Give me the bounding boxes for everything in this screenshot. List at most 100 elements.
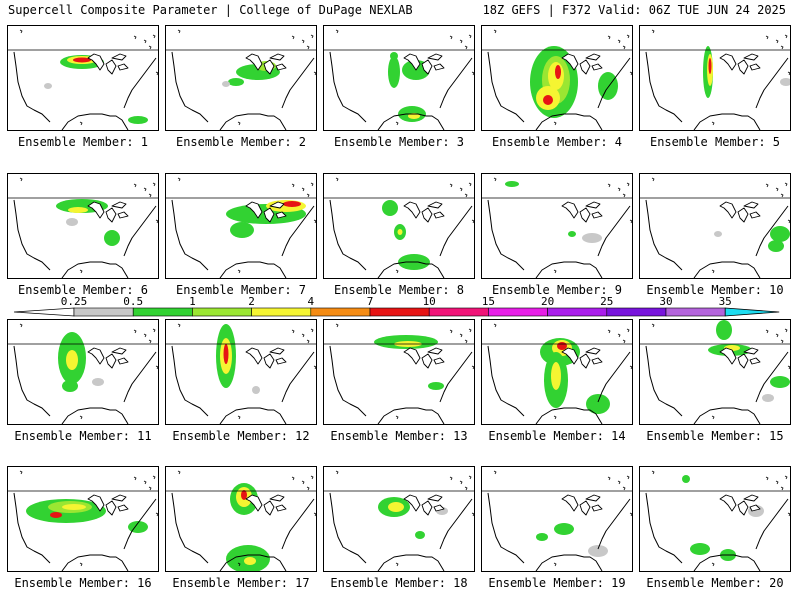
island-outline	[787, 71, 790, 76]
ensemble-member-label: Ensemble Member: 8	[333, 283, 465, 297]
island-outline	[19, 323, 23, 328]
coastline	[171, 492, 315, 571]
island-outline	[79, 415, 83, 420]
island-outline	[629, 512, 632, 517]
scp-contour	[62, 380, 78, 392]
ensemble-map-panel	[165, 319, 317, 425]
island-outline	[133, 183, 137, 188]
island-outline	[553, 415, 557, 420]
island-outline	[313, 512, 316, 517]
great-lakes	[245, 494, 287, 516]
island-outline	[395, 121, 399, 126]
ensemble-member-label: Ensemble Member: 5	[649, 135, 781, 149]
coastline	[645, 199, 789, 278]
island-outline	[310, 475, 314, 480]
colorbar-tick-label: 35	[719, 296, 732, 308]
scp-contour	[690, 543, 710, 555]
ensemble-member-label: Ensemble Member: 9	[491, 283, 623, 297]
island-outline	[19, 29, 23, 34]
island-outline	[306, 486, 310, 491]
map-field	[8, 29, 158, 130]
island-outline	[237, 121, 241, 126]
ensemble-map-panel	[481, 319, 633, 425]
scp-contour	[92, 378, 104, 386]
map-field	[482, 29, 632, 130]
island-outline	[775, 333, 779, 338]
great-lakes	[719, 494, 761, 516]
scp-contour	[568, 231, 576, 237]
island-outline	[711, 562, 715, 567]
scp-contour	[241, 490, 247, 500]
scp-contour	[283, 201, 301, 207]
ensemble-member-label: Ensemble Member: 19	[488, 576, 626, 590]
scp-contour	[714, 231, 722, 237]
island-outline	[395, 269, 399, 274]
island-outline	[780, 486, 784, 491]
island-outline	[787, 512, 790, 517]
island-outline	[493, 29, 497, 34]
ensemble-member-label: Ensemble Member: 14	[488, 429, 626, 443]
island-outline	[464, 193, 468, 198]
scp-contour	[44, 83, 52, 89]
island-outline	[459, 187, 463, 192]
scp-contour	[73, 57, 91, 63]
island-outline	[459, 39, 463, 44]
island-outline	[765, 183, 769, 188]
colorbar-tick-label: 25	[600, 296, 613, 308]
island-outline	[651, 29, 655, 34]
color-scale-bar: 0.25 0.5 1 2 4 7 10 15 20 25 30 35	[13, 296, 780, 317]
island-outline	[553, 121, 557, 126]
ensemble-map-panel	[165, 466, 317, 572]
ensemble-map-panel	[481, 173, 633, 279]
ensemble-member-label: Ensemble Member: 1	[17, 135, 149, 149]
coastline	[329, 492, 473, 571]
island-outline	[143, 333, 147, 338]
scp-contour	[770, 376, 790, 388]
island-outline	[493, 323, 497, 328]
island-outline	[177, 177, 181, 182]
island-outline	[651, 177, 655, 182]
ensemble-map-panel	[165, 25, 317, 131]
island-outline	[765, 35, 769, 40]
ensemble-map-panel	[481, 25, 633, 131]
island-outline	[143, 39, 147, 44]
island-outline	[711, 269, 715, 274]
island-outline	[79, 121, 83, 126]
scp-contour	[770, 226, 790, 242]
scp-contour	[397, 229, 403, 235]
island-outline	[468, 182, 472, 187]
island-outline	[468, 34, 472, 39]
scp-contour	[128, 116, 148, 124]
island-outline	[19, 470, 23, 475]
scp-contour	[555, 65, 561, 79]
island-outline	[468, 475, 472, 480]
island-outline	[143, 187, 147, 192]
island-outline	[155, 512, 158, 517]
colorbar-segment	[428, 307, 489, 317]
coastline	[171, 51, 315, 130]
map-field	[8, 470, 158, 571]
island-outline	[711, 415, 715, 420]
ensemble-map-panel	[7, 466, 159, 572]
coastline	[13, 492, 157, 571]
ensemble-map-panel	[639, 173, 791, 279]
scp-contour	[586, 394, 610, 414]
island-outline	[306, 193, 310, 198]
ensemble-member-label: Ensemble Member: 13	[330, 429, 468, 443]
ensemble-member-label: Ensemble Member: 17	[172, 576, 310, 590]
island-outline	[301, 187, 305, 192]
island-outline	[306, 45, 310, 50]
coastline	[645, 345, 789, 424]
scp-contour	[551, 362, 561, 390]
colorbar-tick-label: 1	[189, 296, 196, 308]
island-outline	[306, 339, 310, 344]
scp-contour	[222, 81, 230, 87]
map-field	[324, 177, 474, 278]
great-lakes	[561, 201, 603, 223]
coastline	[487, 492, 631, 571]
scp-contour	[598, 72, 618, 100]
island-outline	[313, 365, 316, 370]
colorbar-tick-label: 15	[482, 296, 495, 308]
colorbar-tick-label: 7	[367, 296, 374, 308]
ensemble-map-panel	[639, 25, 791, 131]
